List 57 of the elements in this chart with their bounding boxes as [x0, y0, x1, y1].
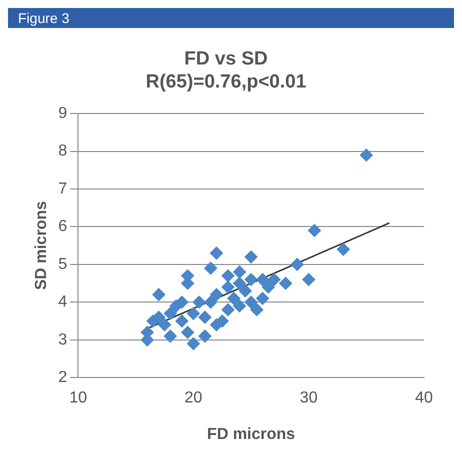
point [250, 303, 264, 316]
x-tick-label: 30 [300, 390, 318, 407]
point [268, 273, 281, 286]
y-tick-label: 3 [58, 331, 68, 348]
caption: Figure 3 [8, 8, 454, 28]
y-tick-label: 7 [58, 180, 68, 198]
point [204, 262, 218, 275]
y-tick-label: 8 [58, 142, 68, 160]
y-tick-label: 4 [58, 294, 68, 311]
point [302, 273, 316, 286]
point [256, 292, 270, 305]
point [164, 306, 177, 320]
point [244, 296, 258, 309]
point [290, 258, 304, 271]
y-axis-title: SD microns [33, 201, 50, 290]
point [198, 330, 212, 343]
y-tick-label: 9 [58, 105, 68, 122]
text: FD vs SD [184, 48, 268, 70]
point [152, 310, 166, 324]
y-tick-label: 5 [58, 256, 68, 273]
point [233, 266, 246, 278]
x-tick-label: 20 [184, 390, 202, 407]
point [256, 273, 270, 286]
point [158, 318, 172, 332]
point [308, 224, 321, 238]
point [152, 288, 166, 302]
y-tick-label: 2 [58, 369, 68, 386]
point [227, 292, 240, 305]
point [164, 330, 177, 343]
x-axis-title: FD microns [207, 426, 296, 443]
point [244, 250, 258, 264]
point [210, 318, 223, 332]
point [233, 299, 246, 312]
point [221, 269, 234, 282]
point [186, 337, 200, 350]
point [192, 296, 206, 309]
point [221, 303, 234, 316]
point [198, 310, 212, 324]
point [233, 276, 246, 290]
point [204, 296, 218, 309]
point [175, 296, 188, 309]
point [244, 273, 258, 286]
point [210, 246, 223, 260]
point [221, 280, 234, 294]
point [186, 306, 200, 320]
point [336, 242, 350, 256]
point [360, 148, 373, 162]
text: R(65)=0.76,p<0.01 [146, 71, 306, 92]
point [279, 276, 292, 290]
x-tick-label: 10 [69, 390, 88, 407]
point [210, 288, 223, 302]
point [238, 284, 252, 298]
x-tick-label: 40 [415, 390, 433, 407]
point [181, 326, 194, 339]
y-tick-label: 6 [58, 218, 68, 236]
point [262, 280, 275, 294]
point [175, 314, 188, 328]
